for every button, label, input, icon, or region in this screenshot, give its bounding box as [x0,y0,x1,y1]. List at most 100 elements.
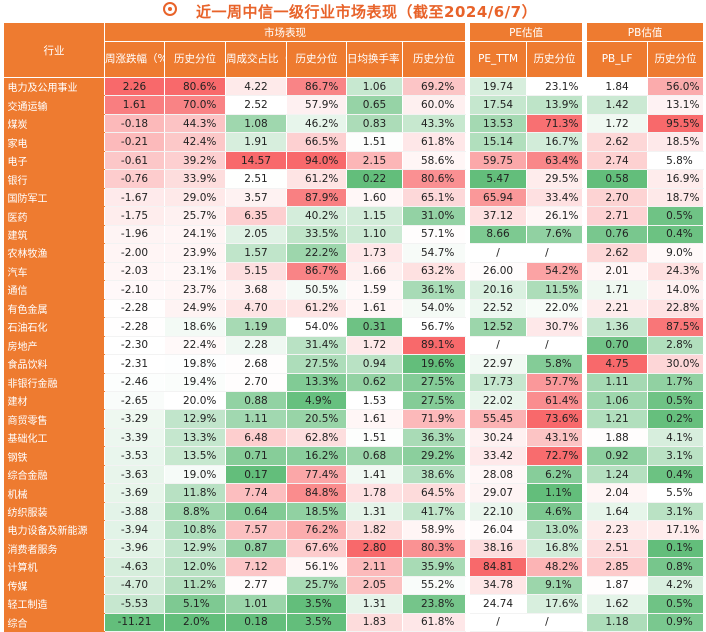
vol-p-cell: 25.7% [286,576,347,596]
table-row: 银行 -0.76 33.9% 2.51 61.2% 0.22 80.6% 5.47 29.5% 0… [3,169,705,189]
vol-p-cell: 27.5% [286,354,347,374]
chg-p-cell: 5.1% [164,594,226,614]
chg-p-cell: 19.0% [164,465,226,485]
table-row: 建筑 -1.96 24.1% 2.05 33.5% 1.10 57.1% 8.66 7.6% 0.… [3,225,705,245]
pb-cell: 2.62 [586,132,649,152]
column-gap [582,317,588,337]
table-row: 通信 -2.10 23.7% 3.68 50.5% 1.59 36.1% 20.16 11.5%… [3,280,705,300]
pb-p-cell: 1.7% [647,373,705,392]
tr-p-cell: 36.1% [402,280,467,300]
pb-cell: 1.84 [586,77,649,97]
chg-cell: -2.30 [104,336,165,356]
industry-name-cell: 纺织服装 [3,502,105,522]
column-gap [582,557,588,577]
tr-cell: 1.51 [346,132,403,152]
hist-pct-header: 历史分位 [286,41,347,78]
industry-name-cell: 轻工制造 [3,594,105,614]
chg-cell: -2.28 [104,299,165,319]
chg-p-cell: 23.7% [164,280,226,300]
chg-p-cell: 2.0% [164,613,226,632]
column-gap [465,446,471,466]
chg-cell: -3.88 [104,502,165,522]
pb-p-cell: 22.8% [647,299,705,319]
pe-p-cell: 63.4% [526,151,584,171]
table-row: 综合 -11.21 2.0% 0.18 3.5% 1.83 61.8% //1.18 0.9% [3,613,705,632]
target-icon [163,2,177,16]
pe-p-cell: 57.7% [526,373,584,392]
chg-p-cell: 80.6% [164,77,226,97]
pb-p-cell: 87.5% [647,317,705,337]
pe-p-cell: / [526,613,584,632]
column-gap [582,206,588,226]
chg-p-cell: 22.4% [164,336,226,356]
column-gap [582,95,588,115]
pe-p-cell: 16.7% [526,132,584,152]
vol-p-cell: 31.4% [286,336,347,356]
pb-cell: 1.62 [586,594,649,614]
chg-cell: -2.03 [104,262,165,282]
vol-cell: 5.15 [225,262,287,282]
chg-p-cell: 24.9% [164,299,226,319]
table-row: 传媒 -4.70 11.2% 2.77 25.7% 2.05 55.2% 34.78 9.1% 1… [3,576,705,596]
vol-p-cell: 94.0% [286,151,347,171]
pe-cell: 20.16 [469,280,528,300]
tr-p-cell: 69.2% [402,77,467,97]
tr-cell: 2.15 [346,151,403,171]
tr-cell: 0.83 [346,114,403,134]
pe-p-cell: 7.6% [526,225,584,245]
pb-p-cell: 13.1% [647,95,705,115]
pb-cell: 1.72 [586,114,649,134]
pb-p-cell: 5.8% [647,151,705,171]
industry-name-cell: 基础化工 [3,428,105,448]
chg-cell: -3.29 [104,409,165,429]
vol-p-cell: 22.2% [286,243,347,263]
chg-cell: -3.53 [104,446,165,466]
chg-cell: -0.21 [104,132,165,152]
vol-cell: 1.08 [225,114,287,134]
tr-p-cell: 58.9% [402,520,467,540]
pe-cell: 38.16 [469,539,528,559]
tr-cell: 0.31 [346,317,403,337]
industry-name-cell: 交通运输 [3,95,105,115]
pb-p-cell: 18.7% [647,188,705,208]
chg-p-cell: 11.8% [164,483,226,503]
pe-cell: 34.78 [469,576,528,596]
pe-p-cell: 11.5% [526,280,584,300]
pe-cell: / [469,336,528,356]
pe-cell: 5.47 [469,169,528,189]
vol-cell: 0.71 [225,446,287,466]
tr-p-cell: 60.0% [402,95,467,115]
pe-p-cell: 9.1% [526,576,584,596]
column-gap [465,280,471,300]
vol-p-cell: 77.4% [286,465,347,485]
pb-p-cell: 0.2% [647,409,705,429]
pb-cell: 1.36 [586,317,649,337]
tr-cell: 1.06 [346,77,403,97]
table-row: 电子 -0.61 39.2% 14.57 94.0% 2.15 58.6% 59.75 63.4… [3,151,705,171]
pb-cell: 0.76 [586,225,649,245]
tr-cell: 1.83 [346,613,403,632]
table-row: 食品饮料 -2.31 19.8% 2.68 27.5% 0.94 19.6% 22.97 5.8… [3,354,705,374]
pe-cell: 30.24 [469,428,528,448]
industry-name-cell: 食品饮料 [3,354,105,374]
vol-cell: 0.17 [225,465,287,485]
chg-p-cell: 13.5% [164,446,226,466]
turnover-share-header: 周成交占比（%） [225,41,287,78]
chg-cell: -5.53 [104,594,165,614]
column-gap [582,373,588,392]
tr-p-cell: 38.6% [402,465,467,485]
industry-name-cell: 机械 [3,483,105,503]
chg-p-cell: 44.3% [164,114,226,134]
pb-cell: 1.71 [586,280,649,300]
vol-cell: 3.68 [225,280,287,300]
table-row: 机械 -3.69 11.8% 7.74 84.8% 1.78 64.5% 29.07 1.1% 2… [3,483,705,503]
vol-cell: 7.12 [225,557,287,577]
chg-cell: -3.96 [104,539,165,559]
table-row: 钢铁 -3.53 13.5% 0.71 16.2% 0.68 29.2% 33.42 72.7%… [3,446,705,466]
tr-p-cell: 61.8% [402,613,467,632]
chg-p-cell: 33.9% [164,169,226,189]
pb-cell: 2.62 [586,243,649,263]
pe-p-cell: 61.4% [526,391,584,411]
vol-p-cell: 62.8% [286,428,347,448]
column-gap [465,336,471,356]
